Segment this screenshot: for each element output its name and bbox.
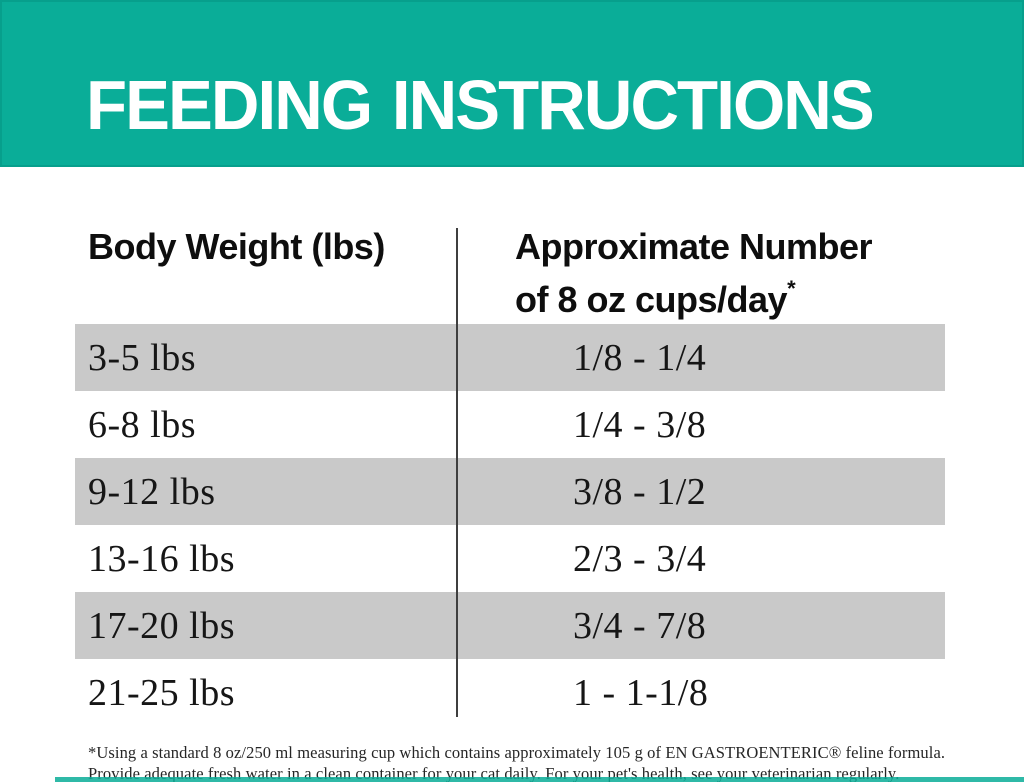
table-row: 9-12 lbs 3/8 - 1/2 (75, 458, 945, 525)
column-header-cups-per-day: Approximate Number of 8 oz cups/day* (515, 226, 873, 321)
table-row: 17-20 lbs 3/4 - 7/8 (75, 592, 945, 659)
title-band: FEEDING INSTRUCTIONS (0, 0, 1024, 167)
footnote: *Using a standard 8 oz/250 ml measuring … (88, 742, 948, 782)
cups-per-day-cell: 2/3 - 3/4 (573, 537, 707, 580)
column-header-cups-line2: of 8 oz cups/day (515, 279, 788, 320)
body-weight-cell: 13-16 lbs (88, 537, 235, 580)
footnote-line1: *Using a standard 8 oz/250 ml measuring … (88, 743, 946, 762)
table-row: 21-25 lbs 1 - 1-1/8 (75, 659, 945, 726)
body-weight-cell: 17-20 lbs (88, 604, 235, 647)
cups-per-day-cell: 1/8 - 1/4 (573, 336, 707, 379)
cups-per-day-cell: 1 - 1-1/8 (573, 671, 709, 714)
page-title: FEEDING INSTRUCTIONS (86, 66, 875, 144)
table-row: 13-16 lbs 2/3 - 3/4 (75, 525, 945, 592)
feeding-table: 3-5 lbs 1/8 - 1/4 6-8 lbs 1/4 - 3/8 9-12… (75, 324, 945, 726)
bottom-teal-strip (55, 777, 1024, 782)
cups-per-day-cell: 3/4 - 7/8 (573, 604, 707, 647)
cups-per-day-cell: 1/4 - 3/8 (573, 403, 707, 446)
body-weight-cell: 9-12 lbs (88, 470, 216, 513)
body-weight-cell: 3-5 lbs (88, 336, 196, 379)
footnote-marker: * (787, 276, 796, 301)
body-weight-cell: 6-8 lbs (88, 403, 196, 446)
table-row: 6-8 lbs 1/4 - 3/8 (75, 391, 945, 458)
column-divider-line (456, 228, 458, 717)
body-weight-cell: 21-25 lbs (88, 671, 235, 714)
column-header-body-weight: Body Weight (lbs) (88, 226, 385, 267)
cups-per-day-cell: 3/8 - 1/2 (573, 470, 707, 513)
table-row: 3-5 lbs 1/8 - 1/4 (75, 324, 945, 391)
column-header-cups-line1: Approximate Number (515, 226, 873, 267)
